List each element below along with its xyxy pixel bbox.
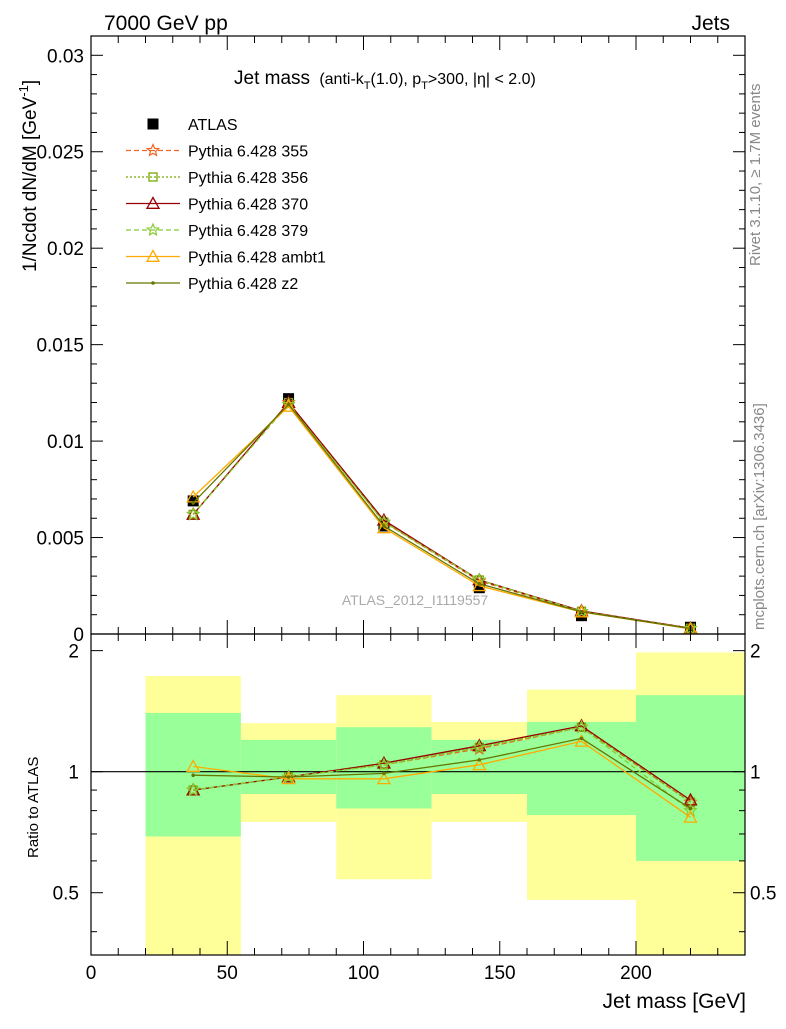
- band-inner-1: [240, 739, 337, 795]
- ratio-point-5-1: [286, 775, 291, 779]
- main-ylabel: 1/Ncdot dN/dM [GeV-1]: [16, 80, 41, 272]
- ratio-series-5: [191, 736, 693, 811]
- main-ytick-label-3: 0.015: [36, 336, 84, 357]
- main-point-0-3: [473, 582, 485, 594]
- legend-marker-2: [148, 172, 158, 182]
- legend-marker-6: [151, 281, 155, 285]
- xtick-label-1: 50: [217, 963, 238, 984]
- ratio-point-4-2: [376, 771, 392, 785]
- plot-title: Jet mass (anti-kT(1.0), pT>300, |η| < 2.…: [234, 68, 536, 92]
- watermark: ATLAS_2012_I1119557: [342, 592, 489, 608]
- ratio-point-5-3: [477, 758, 482, 762]
- ratio-ytick-label-right-2: 2: [750, 642, 761, 663]
- main-ylabel-close: ]: [20, 80, 41, 85]
- legend-marker-1: [145, 142, 161, 157]
- header-right: Jets: [691, 12, 730, 35]
- main-point-6-4: [579, 610, 584, 614]
- ratio-point-4-1: [281, 771, 296, 785]
- main-point-4-4: [574, 603, 589, 618]
- ratio-point-4-3: [472, 757, 487, 771]
- ratio-marks: [91, 718, 745, 823]
- legend-label-3: Pythia 6.428 370: [188, 197, 308, 214]
- main-point-6-2: [382, 524, 386, 528]
- legend-label-5: Pythia 6.428 ambt1: [188, 250, 326, 267]
- main-ylabel-sup: -1: [16, 85, 31, 97]
- xtick-label-0: 0: [86, 963, 97, 984]
- legend-label-2: Pythia 6.428 356: [188, 170, 308, 187]
- legend-label-0: ATLAS: [188, 117, 238, 134]
- main-point-5-1: [281, 399, 296, 412]
- legend-marker-0: [147, 118, 159, 130]
- main-point-0-0: [187, 495, 199, 507]
- ratio-ytick-label-right-1: 1: [750, 763, 761, 784]
- main-series-line-6: [192, 403, 691, 630]
- ratio-series-3: [186, 719, 698, 817]
- band-inner-3: [431, 739, 527, 795]
- legend-marker-3: [145, 196, 161, 209]
- main-point-6-0: [191, 501, 195, 505]
- ratio-point-3-3: [472, 739, 487, 754]
- main-point-4-0: [186, 506, 201, 521]
- main-series-line-4: [192, 403, 691, 630]
- xtick-label-3: 150: [484, 963, 516, 984]
- legend-label-6: Pythia 6.428 z2: [188, 276, 298, 293]
- ratio-point-5-0: [191, 773, 195, 778]
- band-inner-5: [636, 695, 745, 861]
- main-ytick-label-6: 0.03: [47, 46, 84, 67]
- main-marks: [186, 393, 698, 635]
- main-ytick-label-1: 0.005: [36, 529, 84, 550]
- ratio-point-5-5: [688, 806, 693, 811]
- rivet-label: Rivet 3.1.10, ≥ 1.7M events: [747, 84, 764, 267]
- main-point-6-1: [286, 402, 291, 407]
- x-axis-label: Jet mass [GeV]: [602, 990, 746, 1013]
- legend-marker-4: [145, 222, 161, 237]
- legend-label-4: Pythia 6.428 379: [188, 223, 308, 240]
- ratio-series-line-3: [193, 726, 691, 812]
- ratio-ytick-label-right-0: 0.5: [750, 884, 776, 905]
- ratio-bands: [145, 652, 745, 955]
- title-sub-t2: T: [421, 80, 428, 92]
- ratio-ytick-label-left-0: 0.5: [53, 884, 79, 905]
- legend: ATLAS Pythia 6.428 355 Pythia 6.428 356 Pyt…: [126, 117, 326, 293]
- ratio-point-5-4: [579, 736, 584, 741]
- title-sub-t1: T: [364, 80, 371, 92]
- main-ytick-label-0: 0: [73, 625, 84, 646]
- header-left: 7000 GeV pp: [104, 12, 228, 35]
- main-series-6: [191, 402, 693, 631]
- legend-marker-5: [145, 249, 161, 262]
- ratio-ytick-label-left-1: 1: [68, 763, 79, 784]
- ratio-point-3-2: [376, 757, 392, 772]
- ratio-point-3-1: [281, 769, 296, 784]
- ratio-point-3-5: [683, 803, 698, 817]
- title-sub-pre: (anti-k: [319, 71, 364, 88]
- title-main: Jet mass: [234, 68, 310, 89]
- title-sub-post: >300, |η| < 2.0): [428, 71, 536, 88]
- ratio-ytick-label-left-2: 2: [68, 642, 79, 663]
- ratio-point-4-0: [186, 759, 201, 772]
- main-ylabel-text: 1/Ncdot dN/dM [GeV: [20, 96, 41, 272]
- ratio-point-5-2: [382, 771, 386, 776]
- ratio-point-3-4: [574, 719, 589, 734]
- ratio-point-3-0: [186, 782, 201, 797]
- main-ytick-label-4: 0.02: [47, 239, 84, 260]
- main-point-6-3: [477, 582, 482, 586]
- ratio-series-line-5: [193, 737, 691, 810]
- ratio-point-4-5: [683, 809, 698, 823]
- ratio-ylabel: Ratio to ATLAS: [25, 757, 42, 858]
- title-sub-mid: (1.0), p: [371, 71, 422, 88]
- xtick-label-4: 200: [620, 963, 652, 984]
- main-ytick-label-2: 0.01: [47, 432, 84, 453]
- xtick-label-2: 100: [348, 963, 380, 984]
- main-point-3-0: [186, 507, 201, 520]
- main-ytick-label-5: 0.025: [36, 143, 84, 164]
- mcplots-label: mcplots.cern.ch [arXiv:1306.3436]: [751, 403, 768, 630]
- legend-label-1: Pythia 6.428 355: [188, 144, 308, 161]
